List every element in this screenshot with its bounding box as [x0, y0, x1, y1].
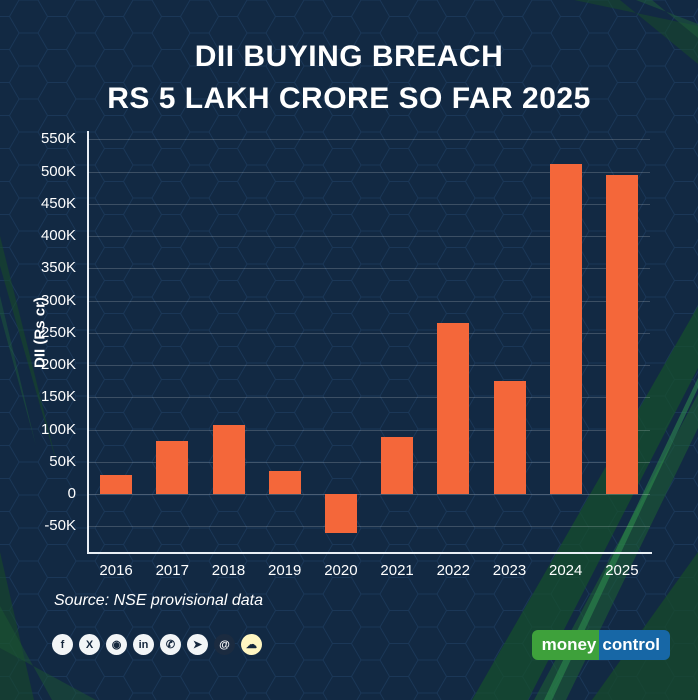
y-tick-label: 400K — [40, 227, 76, 244]
x-tick-label: 2023 — [492, 562, 527, 579]
x-tick-label: 2020 — [324, 562, 358, 579]
gridline — [88, 461, 650, 463]
y-tick-label: 200K — [40, 356, 76, 373]
gridline — [88, 171, 650, 173]
y-tick-label: 50K — [49, 452, 76, 470]
bar-2022 — [437, 323, 470, 494]
green-ribbon-bottom-right-line — [544, 378, 698, 700]
y-tick-label: 550K — [40, 130, 76, 148]
gridline — [88, 365, 650, 366]
y-tick-label: 450K — [40, 194, 76, 212]
chart-title-line2: RS 5 LAKH CRORE SO FAR 2025 — [107, 82, 591, 115]
chart-title-line1: DII BUYING BREACH — [194, 40, 504, 73]
threads-icon[interactable]: @ — [214, 634, 235, 655]
bar-2016 — [100, 474, 133, 494]
y-tick-label: 0 — [67, 485, 76, 502]
x-tick-label: 2018 — [211, 562, 246, 579]
y-axis-line — [87, 131, 89, 554]
telegram-icon[interactable]: ➤ — [187, 634, 208, 655]
green-ribbon-bottom-left-band — [0, 606, 96, 700]
x-tick-label: 2017 — [155, 562, 189, 579]
moneycontrol-logo[interactable]: money control — [531, 630, 670, 660]
y-tick-label: 250K — [40, 323, 76, 341]
gridline — [88, 429, 650, 431]
gridline — [88, 268, 650, 270]
gridline — [88, 139, 650, 141]
whatsapp-icon[interactable]: ✆ — [160, 634, 181, 655]
gridline — [88, 494, 650, 495]
bar-2024 — [549, 163, 582, 494]
gridline — [88, 300, 650, 302]
source-note: Source: NSE provisional data — [54, 592, 263, 609]
x-tick-label: 2016 — [99, 562, 133, 579]
gridline — [88, 203, 650, 205]
gridline — [88, 397, 650, 399]
gridline — [88, 332, 650, 334]
bar-2017 — [156, 440, 189, 494]
y-tick-label: 350K — [40, 259, 76, 277]
chart-title: DII BUYING BREACH RS 5 LAKH CRORE SO FAR… — [0, 36, 698, 120]
bar-2025 — [605, 174, 638, 494]
x-tick-label: 2019 — [268, 562, 302, 579]
logo-money-segment: money — [531, 630, 600, 660]
green-ribbon-bottom-left — [0, 552, 34, 700]
green-ribbon-bottom-right-corner — [592, 552, 698, 700]
bar-2023 — [493, 380, 526, 494]
linkedin-icon[interactable]: in — [133, 634, 154, 655]
x-tick-label: 2022 — [436, 562, 470, 579]
logo-control-segment: control — [599, 630, 670, 660]
x-axis-line — [87, 552, 652, 554]
x-twitter-icon[interactable]: X — [79, 634, 100, 655]
bar-2018 — [212, 425, 245, 494]
snapchat-icon[interactable]: ☁ — [241, 634, 262, 655]
x-tick-label: 2024 — [549, 562, 583, 579]
bar-2021 — [381, 437, 414, 494]
y-tick-label: 500K — [40, 162, 76, 180]
instagram-icon[interactable]: ◉ — [106, 634, 127, 655]
green-ribbon-left-thin — [0, 296, 36, 446]
y-tick-label: 100K — [40, 420, 76, 438]
y-tick-label: -50K — [44, 517, 76, 535]
y-tick-label: 150K — [40, 388, 76, 406]
x-tick-label: 2021 — [380, 562, 414, 579]
facebook-icon[interactable]: f — [52, 634, 73, 655]
x-tick-label: 2025 — [605, 562, 639, 579]
bar-2019 — [268, 470, 301, 494]
green-ribbon-top-right — [574, 0, 698, 64]
y-tick-label: 300K — [40, 291, 76, 309]
green-ribbon-left — [0, 236, 58, 468]
gridline — [88, 236, 650, 237]
gridline — [88, 526, 650, 528]
green-ribbon-bottom-right-wide — [472, 306, 698, 700]
social-icons-row: f X ◉ in ✆ ➤ @ ☁ — [52, 634, 262, 655]
bar-2020 — [324, 494, 357, 533]
